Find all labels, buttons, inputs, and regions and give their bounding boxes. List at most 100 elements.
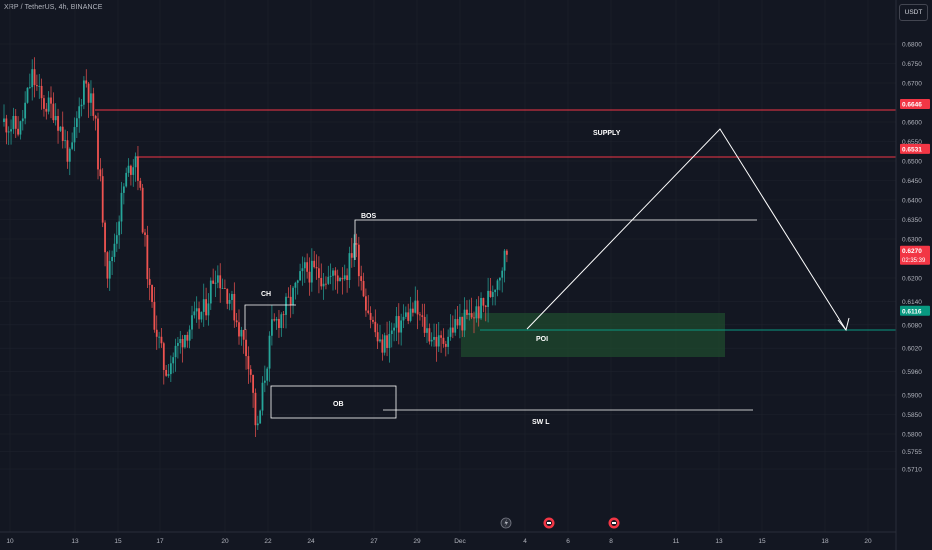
candle	[320, 263, 323, 290]
candle	[280, 312, 283, 337]
candle	[374, 309, 377, 338]
candle	[477, 296, 480, 327]
price-tick-label: 0.5900	[902, 393, 922, 400]
price-tick-label: 0.5755	[902, 449, 922, 456]
candle	[249, 365, 252, 383]
time-tick-label: 18	[821, 538, 829, 545]
candle	[310, 248, 313, 292]
candle	[423, 303, 426, 338]
candle	[294, 281, 297, 300]
candle	[212, 268, 215, 284]
projection-arrowhead	[837, 317, 850, 332]
projection-path	[526, 128, 847, 331]
candle	[466, 300, 468, 320]
candle	[489, 278, 492, 298]
candle	[144, 228, 146, 247]
candle	[134, 152, 137, 182]
price-tick-label: 0.6550	[902, 139, 922, 146]
candle	[503, 249, 506, 283]
candle	[101, 168, 104, 228]
price-axis[interactable]: 0.6800 0.6750 0.6700 0.6600 0.6550 0.6500 0.64…	[895, 0, 922, 550]
price-tag-label: 0.6270	[902, 248, 922, 255]
candle	[238, 309, 240, 345]
candle	[449, 314, 452, 341]
candle	[501, 267, 504, 293]
time-tick-label: 6	[566, 538, 570, 545]
candle	[306, 253, 309, 279]
candle	[216, 265, 219, 289]
price-tick-label: 0.6700	[902, 81, 922, 88]
candle	[506, 249, 508, 263]
candle	[379, 324, 381, 343]
price-tick-label: 0.5960	[902, 369, 922, 376]
candle	[24, 91, 27, 125]
candle	[273, 313, 276, 322]
candle	[395, 306, 398, 341]
candle	[459, 303, 461, 339]
candle	[52, 92, 55, 123]
price-tick-label: 0.5800	[902, 432, 922, 439]
price-tag: 0.6270 02:35:39	[900, 245, 930, 265]
time-axis[interactable]: 10 13 15 17 20 22 24 27 29 Dec 4 6 8 11 13 15 18 20	[0, 531, 896, 545]
candle	[151, 284, 153, 308]
currency-badge[interactable]: USDT	[899, 4, 928, 21]
candle	[404, 306, 407, 319]
candle	[315, 254, 318, 280]
earnings-event-icon[interactable]	[543, 517, 555, 529]
candle	[400, 313, 403, 346]
candle	[268, 331, 271, 382]
ob-box	[270, 385, 397, 419]
candle	[263, 365, 266, 393]
candle	[191, 305, 193, 339]
lightning-event-icon[interactable]	[500, 517, 512, 529]
candle	[372, 316, 374, 324]
annotation-supply: SUPPLY	[593, 130, 621, 137]
candle	[287, 287, 290, 298]
candle	[50, 86, 52, 119]
candle	[80, 98, 83, 117]
earnings-event-icon-2[interactable]	[608, 517, 620, 529]
annotation-ob: OB	[333, 401, 344, 408]
candle	[327, 265, 330, 285]
candle	[296, 279, 299, 295]
time-tick-label: 20	[864, 538, 872, 545]
candle	[43, 94, 45, 117]
candle	[7, 126, 10, 145]
candle	[111, 250, 113, 276]
candle	[419, 311, 421, 321]
candle	[482, 297, 485, 313]
candle	[113, 233, 116, 263]
candle	[179, 330, 182, 354]
candle	[148, 267, 151, 301]
candle	[437, 322, 440, 352]
event-icons	[500, 517, 620, 529]
candle	[343, 264, 346, 281]
candle	[38, 73, 41, 99]
bos-line	[354, 219, 757, 260]
candle	[259, 409, 262, 424]
candle	[104, 220, 106, 267]
time-tick-label: 17	[156, 538, 164, 545]
candle	[242, 329, 245, 354]
candle	[71, 132, 74, 151]
time-tick-label: 13	[71, 538, 79, 545]
candle	[99, 158, 102, 182]
candle	[167, 364, 170, 378]
candle	[494, 289, 497, 306]
candle	[19, 120, 22, 140]
time-tick-label: 4	[523, 538, 527, 545]
candle	[87, 82, 90, 118]
candle	[308, 257, 311, 296]
candle	[139, 177, 142, 191]
candle	[475, 299, 478, 323]
candle	[162, 341, 165, 385]
time-tick-label: 20	[221, 538, 229, 545]
candle	[329, 263, 332, 285]
candle	[430, 332, 433, 347]
symbol-title[interactable]: XRP / TetherUS, 4h, BINANCE	[4, 4, 103, 11]
price-tag-label: 0.6116	[902, 308, 922, 315]
level-lines	[95, 109, 896, 357]
candle	[228, 293, 231, 311]
